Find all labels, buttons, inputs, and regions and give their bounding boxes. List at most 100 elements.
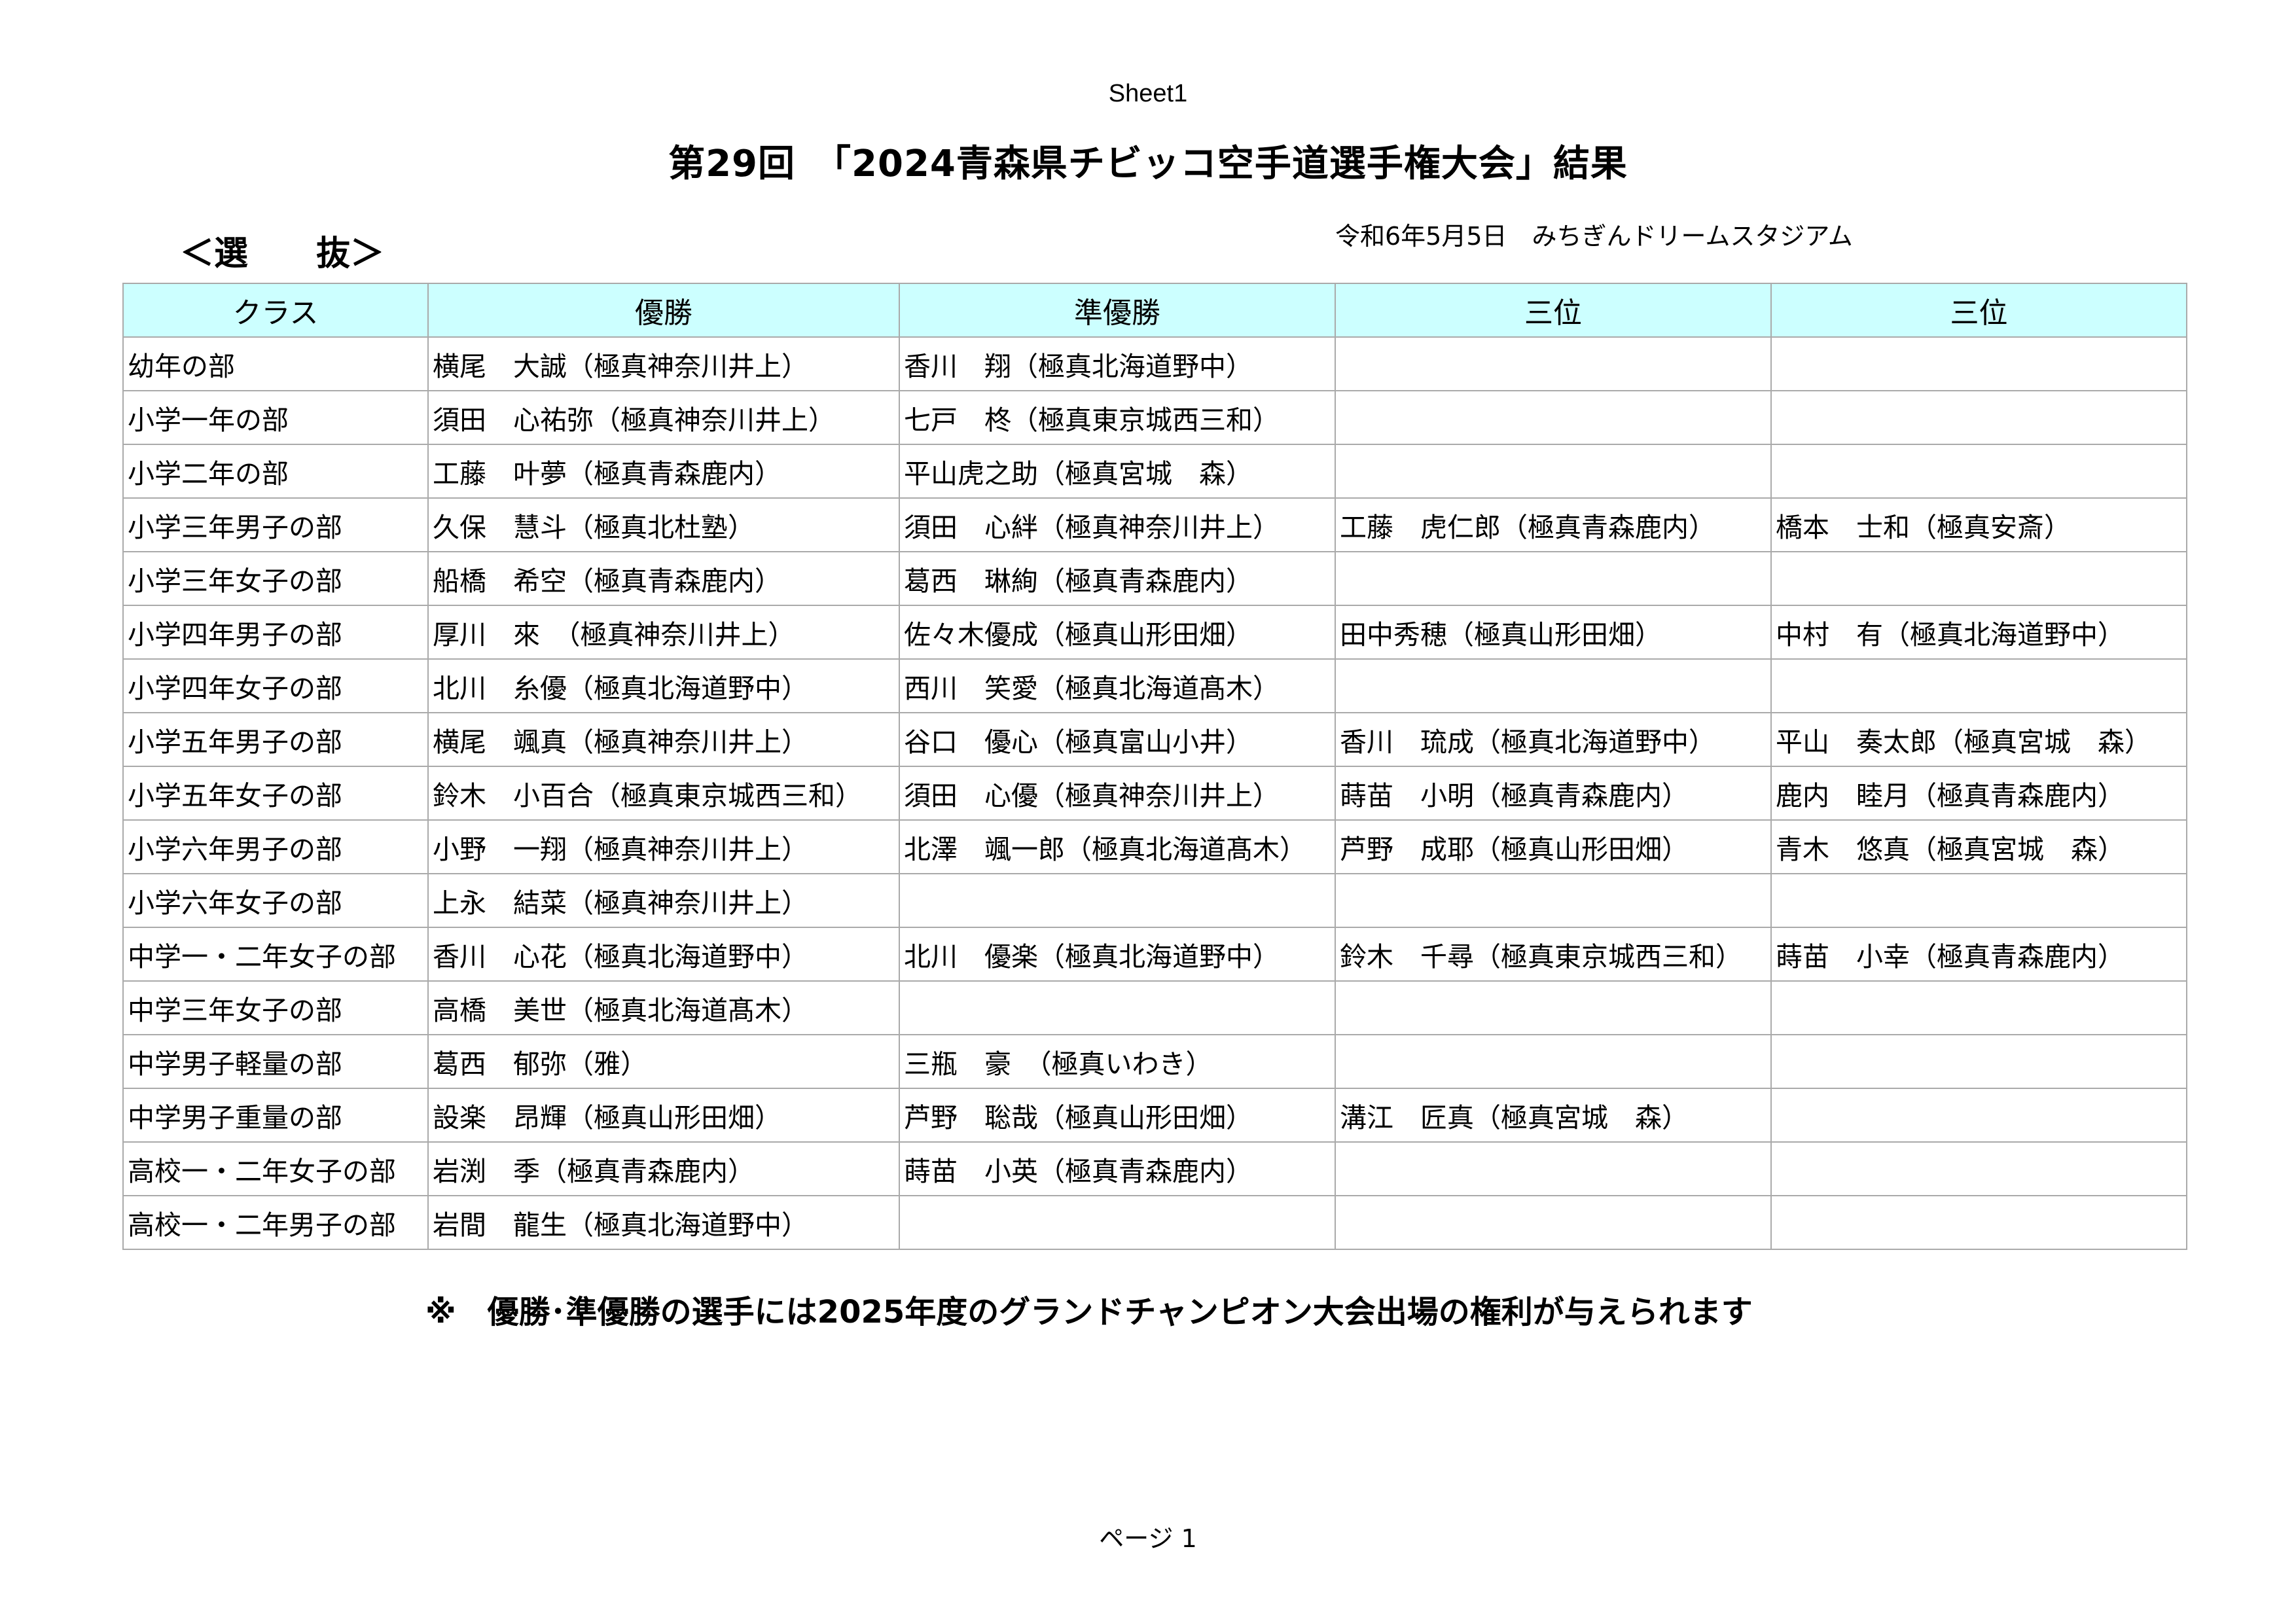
runner-up-cell: 須田 心絆（極真神奈川井上） (899, 497, 1336, 552)
third-place-cell (1770, 444, 2187, 499)
class-cell: 中学男子重量の部 (122, 1088, 429, 1143)
winner-cell: 高橋 美世（極真北海道髙木） (427, 980, 900, 1035)
class-cell: 高校一・二年女子の部 (122, 1141, 429, 1196)
winner-cell: 設楽 昂輝（極真山形田畑） (427, 1088, 900, 1143)
table-row: 中学一・二年女子の部 香川 心花（極真北海道野中） 北川 優楽（極真北海道野中） 鈴木… (122, 927, 2187, 982)
winner-cell: 船橋 希空（極真青森鹿内） (427, 551, 900, 606)
third-place-cell (1770, 336, 2187, 391)
third-place-cell: 蒔苗 小明（極真青森鹿内） (1335, 766, 1772, 821)
class-cell: 小学三年女子の部 (122, 551, 429, 606)
third-place-cell: 青木 悠真（極真宮城 森） (1770, 819, 2187, 874)
third-place-cell (1335, 390, 1772, 445)
table-row: 小学二年の部 工藤 叶夢（極真青森鹿内） 平山虎之助（極真宮城 森） (122, 444, 2187, 499)
runner-up-cell: 平山虎之助（極真宮城 森） (899, 444, 1336, 499)
table-row: 小学四年男子の部 厚川 來 （極真神奈川井上） 佐々木優成（極真山形田畑） 田中秀穂（… (122, 605, 2187, 660)
table-row: 小学六年女子の部 上永 結菜（極真神奈川井上） (122, 873, 2187, 928)
runner-up-cell: 谷口 優心（極真富山小井） (899, 712, 1336, 767)
third-place-cell (1335, 1034, 1772, 1089)
winner-cell: 香川 心花（極真北海道野中） (427, 927, 900, 982)
class-cell: 小学六年男子の部 (122, 819, 429, 874)
sheet-name: Sheet1 (1108, 80, 1188, 107)
winner-cell: 北川 糸優（極真北海道野中） (427, 658, 900, 713)
third-place-cell (1335, 980, 1772, 1035)
runner-up-cell: 蒔苗 小英（極真青森鹿内） (899, 1141, 1336, 1196)
winner-cell: 工藤 叶夢（極真青森鹿内） (427, 444, 900, 499)
winner-cell: 小野 一翔（極真神奈川井上） (427, 819, 900, 874)
page-number: ページ 1 (1099, 1524, 1197, 1553)
table-row: 幼年の部 横尾 大誠（極真神奈川井上） 香川 翔（極真北海道野中） (122, 336, 2187, 391)
runner-up-cell: 須田 心優（極真神奈川井上） (899, 766, 1336, 821)
table-row: 中学三年女子の部 高橋 美世（極真北海道髙木） (122, 980, 2187, 1035)
winner-cell: 鈴木 小百合（極真東京城西三和） (427, 766, 900, 821)
table-row: 小学一年の部 須田 心祐弥（極真神奈川井上） 七戸 柊（極真東京城西三和） (122, 390, 2187, 445)
table-row: 小学六年男子の部 小野 一翔（極真神奈川井上） 北澤 颯一郎（極真北海道髙木） 芦野 … (122, 819, 2187, 874)
third-place-cell (1770, 980, 2187, 1035)
class-cell: 中学三年女子の部 (122, 980, 429, 1035)
column-header: 三位 (1335, 283, 1772, 338)
column-header: 三位 (1770, 283, 2187, 338)
class-cell: 中学一・二年女子の部 (122, 927, 429, 982)
class-cell: 小学六年女子の部 (122, 873, 429, 928)
winner-cell: 横尾 大誠（極真神奈川井上） (427, 336, 900, 391)
third-place-cell (1770, 1195, 2187, 1250)
third-place-cell (1335, 658, 1772, 713)
runner-up-cell (899, 980, 1336, 1035)
runner-up-cell: 香川 翔（極真北海道野中） (899, 336, 1336, 391)
table-row: 小学三年女子の部 船橋 希空（極真青森鹿内） 葛西 琳絢（極真青森鹿内） (122, 551, 2187, 606)
runner-up-cell: 三瓶 豪 （極真いわき） (899, 1034, 1336, 1089)
third-place-cell: 中村 有（極真北海道野中） (1770, 605, 2187, 660)
winner-cell: 葛西 郁弥（雅） (427, 1034, 900, 1089)
column-header: 優勝 (427, 283, 900, 338)
winner-cell: 横尾 颯真（極真神奈川井上） (427, 712, 900, 767)
runner-up-cell (899, 1195, 1336, 1250)
third-place-cell: 芦野 成耶（極真山形田畑） (1335, 819, 1772, 874)
third-place-cell (1770, 551, 2187, 606)
runner-up-cell: 七戸 柊（極真東京城西三和） (899, 390, 1336, 445)
table-row: 小学五年女子の部 鈴木 小百合（極真東京城西三和） 須田 心優（極真神奈川井上） 蒔苗… (122, 766, 2187, 821)
third-place-cell: 田中秀穂（極真山形田畑） (1335, 605, 1772, 660)
table-row: 小学三年男子の部 久保 慧斗（極真北杜塾） 須田 心絆（極真神奈川井上） 工藤 虎仁郎… (122, 497, 2187, 552)
winner-cell: 岩間 龍生（極真北海道野中） (427, 1195, 900, 1250)
class-cell: 小学五年女子の部 (122, 766, 429, 821)
runner-up-cell: 芦野 聡哉（極真山形田畑） (899, 1088, 1336, 1143)
footnote: ※ 優勝･準優勝の選手には2025年度のグランドチャンピオン大会出場の権利が与え… (425, 1294, 1753, 1330)
third-place-cell (1335, 1141, 1772, 1196)
third-place-cell (1335, 551, 1772, 606)
winner-cell: 須田 心祐弥（極真神奈川井上） (427, 390, 900, 445)
third-place-cell: 橋本 士和（極真安斎） (1770, 497, 2187, 552)
runner-up-cell: 佐々木優成（極真山形田畑） (899, 605, 1336, 660)
section-heading: ＜選 抜＞ (180, 234, 385, 274)
results-table: クラス 優勝 準優勝 三位 三位 幼年の部 横尾 大誠（極真神奈川井上） 香川 翔（極真北海… (122, 283, 2187, 1250)
class-cell: 中学男子軽量の部 (122, 1034, 429, 1089)
third-place-cell (1335, 444, 1772, 499)
runner-up-cell (899, 873, 1336, 928)
column-header: 準優勝 (899, 283, 1336, 338)
class-cell: 小学二年の部 (122, 444, 429, 499)
column-header: クラス (122, 283, 429, 338)
table-header-row: クラス 優勝 準優勝 三位 三位 (122, 283, 2187, 338)
table-row: 中学男子重量の部 設楽 昂輝（極真山形田畑） 芦野 聡哉（極真山形田畑） 溝江 匠真（… (122, 1088, 2187, 1143)
class-cell: 小学三年男子の部 (122, 497, 429, 552)
runner-up-cell: 北川 優楽（極真北海道野中） (899, 927, 1336, 982)
table-row: 高校一・二年女子の部 岩渕 季（極真青森鹿内） 蒔苗 小英（極真青森鹿内） (122, 1141, 2187, 1196)
table-row: 小学四年女子の部 北川 糸優（極真北海道野中） 西川 笑愛（極真北海道髙木） (122, 658, 2187, 713)
third-place-cell (1770, 1088, 2187, 1143)
date-location: 令和6年5月5日 みちぎんドリームスタジアム (1335, 222, 1853, 251)
table-row: 高校一・二年男子の部 岩間 龍生（極真北海道野中） (122, 1195, 2187, 1250)
class-cell: 高校一・二年男子の部 (122, 1195, 429, 1250)
winner-cell: 厚川 來 （極真神奈川井上） (427, 605, 900, 660)
third-place-cell: 溝江 匠真（極真宮城 森） (1335, 1088, 1772, 1143)
class-cell: 小学五年男子の部 (122, 712, 429, 767)
table-row: 小学五年男子の部 横尾 颯真（極真神奈川井上） 谷口 優心（極真富山小井） 香川 琉成… (122, 712, 2187, 767)
third-place-cell (1770, 658, 2187, 713)
third-place-cell (1335, 336, 1772, 391)
third-place-cell (1770, 1141, 2187, 1196)
winner-cell: 上永 結菜（極真神奈川井上） (427, 873, 900, 928)
class-cell: 小学一年の部 (122, 390, 429, 445)
third-place-cell: 鈴木 千尋（極真東京城西三和） (1335, 927, 1772, 982)
class-cell: 幼年の部 (122, 336, 429, 391)
table-row: 中学男子軽量の部 葛西 郁弥（雅） 三瓶 豪 （極真いわき） (122, 1034, 2187, 1089)
third-place-cell (1770, 1034, 2187, 1089)
runner-up-cell: 西川 笑愛（極真北海道髙木） (899, 658, 1336, 713)
winner-cell: 久保 慧斗（極真北杜塾） (427, 497, 900, 552)
